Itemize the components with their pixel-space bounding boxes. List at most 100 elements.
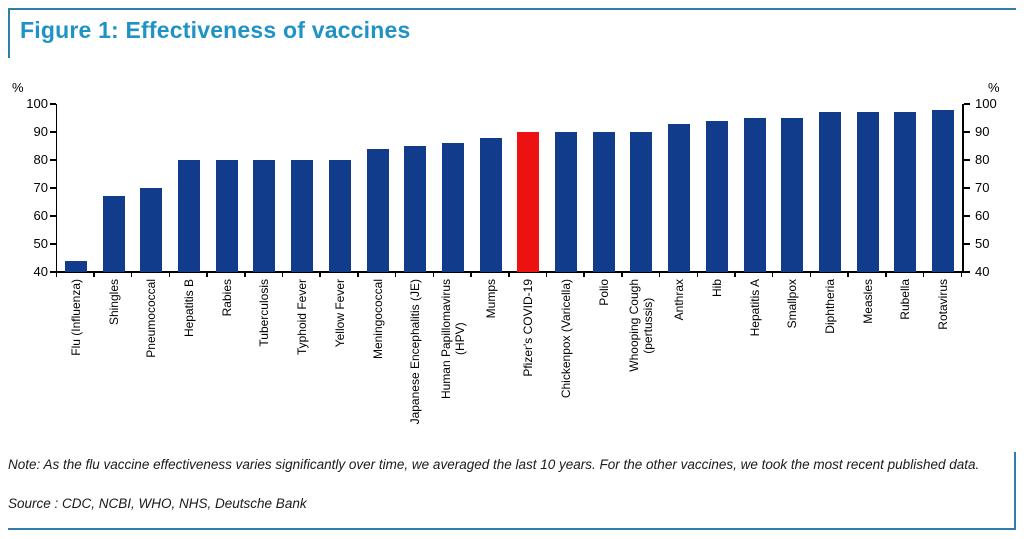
x-tick (809, 272, 812, 277)
y-tick-left (50, 103, 56, 105)
bar-pfizer-s-covid-19 (517, 132, 540, 272)
x-tick (394, 272, 397, 277)
category-label-yellow-fever: Yellow Fever (332, 279, 347, 348)
bar-human-papillomavirus-hpv (441, 143, 464, 272)
y-tick-label-right: 40 (975, 264, 990, 279)
category-slot-hib: Hib (698, 279, 736, 451)
category-label-tuberculosis: Tuberculosis (257, 279, 272, 347)
category-slot-smallpox: Smallpox (773, 279, 811, 451)
category-label-hepatitis-a: Hepatitis A (747, 279, 762, 337)
category-label-mumps: Mumps (483, 279, 498, 319)
y-tick-right (963, 215, 970, 217)
category-slot-shingles: Shingles (95, 279, 133, 451)
y-tick-left (50, 131, 56, 133)
category-label-hepatitis-b: Hepatitis B (181, 279, 196, 338)
figure-title: Figure 1: Effectiveness of vaccines (20, 17, 411, 43)
x-tick (545, 272, 548, 277)
bar-hepatitis-a (743, 118, 766, 272)
y-tick-label-left: 70 (33, 180, 48, 195)
category-label-pneumococcal: Pneumococcal (144, 279, 159, 358)
x-tick (93, 272, 95, 277)
category-label-polio: Polio (596, 279, 611, 306)
category-slot-japanese-encephalitis-je: Japanese Encephalitis (JE) (396, 279, 434, 451)
x-tick (55, 272, 57, 277)
bar-japanese-encephalitis-je (404, 146, 427, 272)
category-label-smallpox: Smallpox (785, 279, 800, 329)
x-tick (734, 272, 736, 277)
bar-rotavirus (932, 109, 955, 272)
category-slot-yellow-fever: Yellow Fever (321, 279, 359, 451)
y-tick-label-right: 70 (975, 180, 990, 195)
bar-whooping-cough-pertussis (630, 132, 653, 272)
chart-source: Source : CDC, NCBI, WHO, NHS, Deutsche B… (8, 496, 307, 511)
y-tick-left (50, 271, 56, 273)
category-label-shingles: Shingles (106, 279, 121, 326)
y-tick-left (50, 187, 56, 189)
y-tick-label-right: 100 (975, 96, 997, 111)
y-tick-label-left: 40 (33, 264, 48, 279)
category-slot-hepatitis-a: Hepatitis A (736, 279, 774, 451)
y-tick-label-left: 80 (33, 152, 48, 167)
y-tick-label-left: 100 (26, 96, 48, 111)
x-tick (168, 272, 171, 277)
y-tick-label-right: 50 (975, 236, 990, 251)
y-tick-label-right: 90 (975, 124, 990, 139)
bar-anthrax (668, 123, 691, 272)
category-slot-chickenpox-varicella: Chickenpox (Varicella) (547, 279, 585, 451)
bar-diphtheria (819, 112, 842, 272)
y-axis-left (55, 104, 57, 272)
y-tick-label-left: 50 (33, 236, 48, 251)
bottom-right-rule (1014, 452, 1016, 530)
x-tick (658, 272, 661, 277)
bar-smallpox (781, 118, 804, 272)
category-slot-diphtheria: Diphtheria (811, 279, 849, 451)
category-label-rotavirus: Rotavirus (936, 279, 951, 330)
top-rule (8, 8, 1016, 10)
category-slot-rabies: Rabies (208, 279, 246, 451)
bar-meningococcal (366, 148, 389, 272)
y-tick-label-left: 90 (33, 124, 48, 139)
y-tick-right (963, 103, 970, 105)
category-label-pfizer-s-covid-19: Pfizer's COVID-19 (521, 279, 536, 377)
bar-flu-influenza (64, 260, 87, 272)
category-slot-rotavirus: Rotavirus (924, 279, 962, 451)
category-slot-polio: Polio (585, 279, 623, 451)
bottom-rule (8, 528, 1016, 530)
y-tick-left (50, 243, 56, 245)
category-slot-human-papillomavirus-hpv: Human Papillomavirus (HPV) (434, 279, 472, 451)
x-tick (319, 272, 321, 277)
y-axis-right (962, 104, 964, 272)
bar-yellow-fever (328, 160, 351, 272)
category-label-chickenpox-varicella: Chickenpox (Varicella) (559, 279, 574, 399)
bar-rubella (894, 112, 917, 272)
category-label-flu-influenza: Flu (Influenza) (68, 279, 83, 356)
category-slot-meningococcal: Meningococcal (359, 279, 397, 451)
bar-shingles (102, 196, 125, 272)
x-tick (281, 272, 284, 277)
title-left-rule (8, 8, 10, 58)
category-label-typhoid-fever: Typhoid Fever (295, 279, 310, 356)
category-slot-rubella: Rubella (887, 279, 925, 451)
bar-tuberculosis (253, 160, 276, 272)
x-tick (771, 272, 774, 277)
y-tick-right (963, 243, 970, 245)
category-label-anthrax: Anthrax (672, 279, 687, 321)
x-tick (885, 272, 887, 277)
category-label-human-papillomavirus-hpv: Human Papillomavirus (HPV) (438, 279, 467, 400)
x-tick (206, 272, 208, 277)
category-label-rabies: Rabies (219, 279, 234, 317)
x-tick (244, 272, 246, 277)
bar-rabies (215, 160, 238, 272)
bar-measles (856, 112, 879, 272)
x-tick (130, 272, 133, 277)
category-label-hib: Hib (709, 279, 724, 298)
category-label-measles: Measles (860, 279, 875, 324)
category-slot-anthrax: Anthrax (660, 279, 698, 451)
bar-hib (705, 120, 728, 272)
category-slot-whooping-cough-pertussis: Whooping Cough (pertussis) (623, 279, 661, 451)
bar-polio (592, 132, 615, 272)
x-axis (55, 271, 964, 273)
category-label-diphtheria: Diphtheria (823, 279, 837, 334)
x-tick (696, 272, 699, 277)
category-slot-pfizer-s-covid-19: Pfizer's COVID-19 (510, 279, 548, 451)
